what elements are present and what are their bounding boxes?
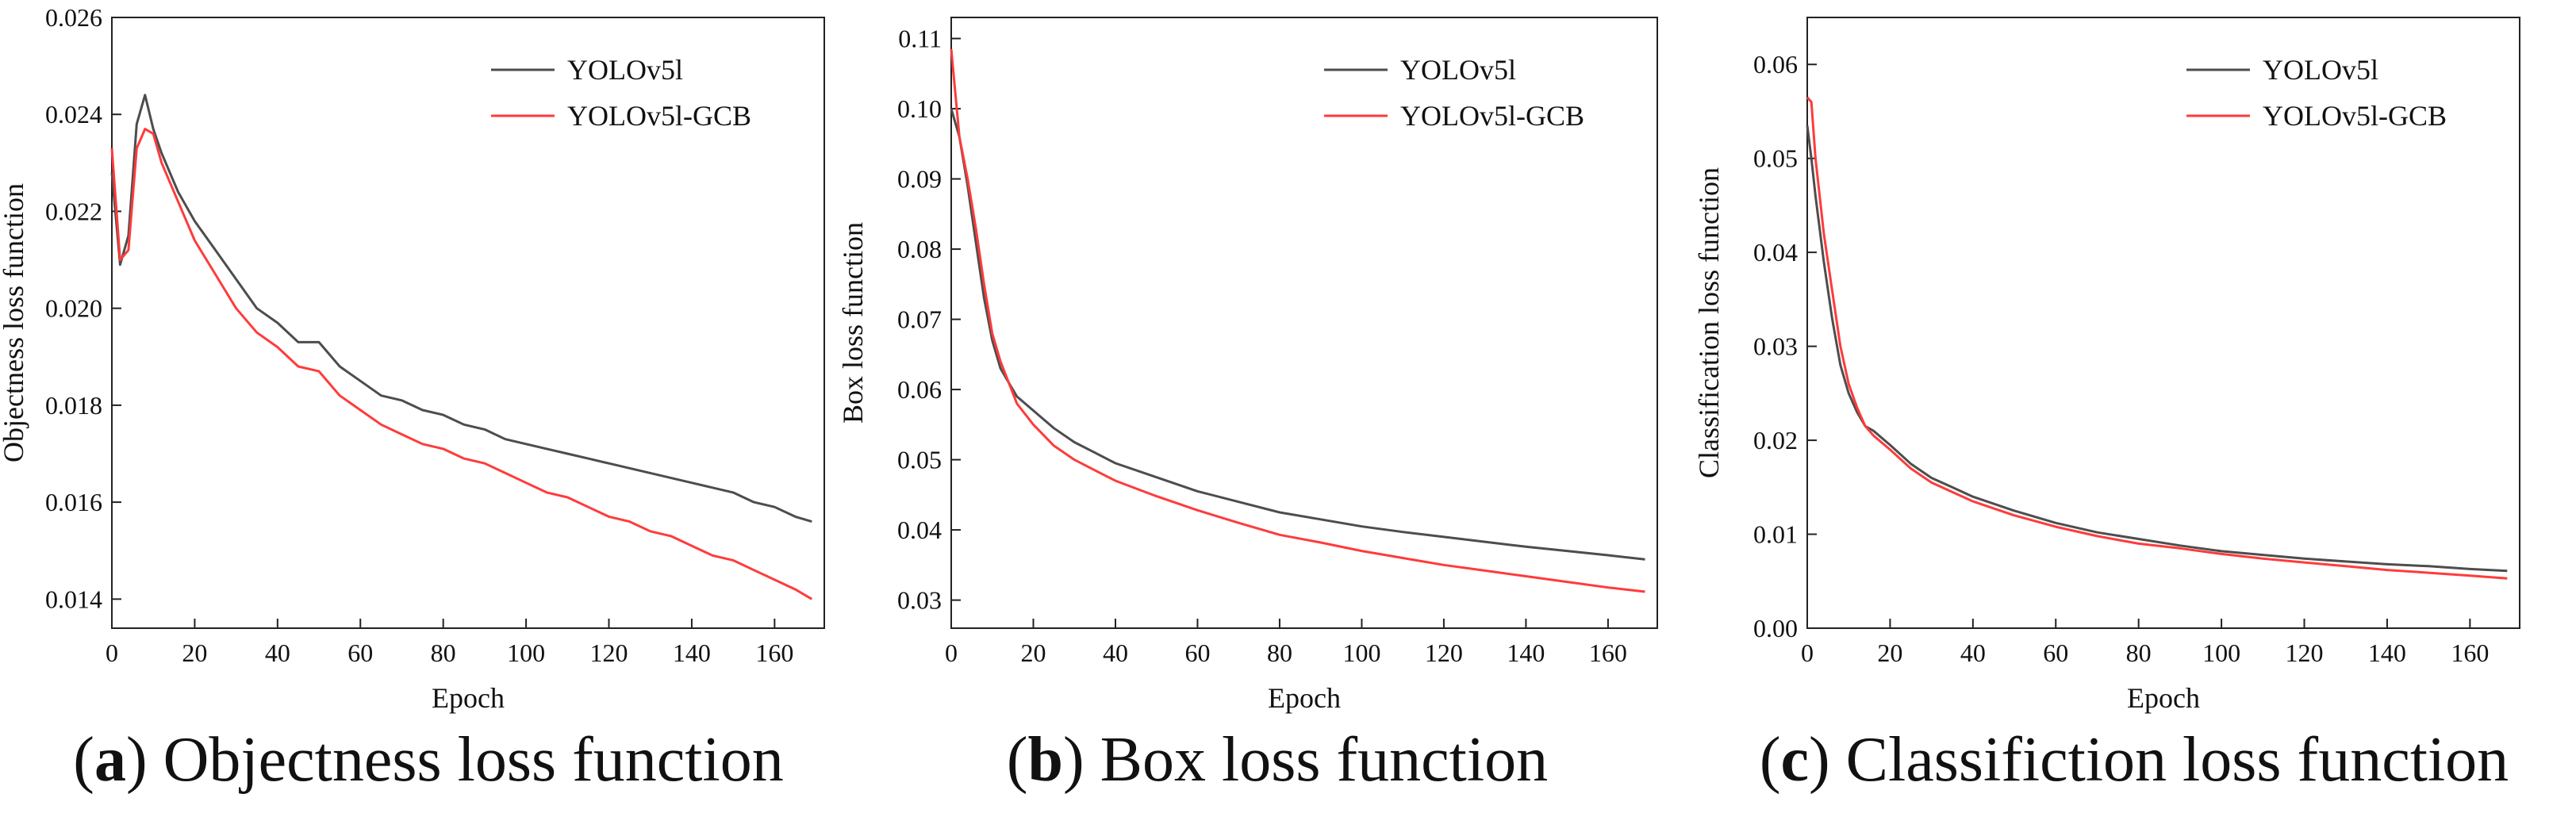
x-tick-label: 100: [507, 639, 545, 667]
y-tick-label: 0.05: [1753, 144, 1798, 173]
y-tick-label: 0.10: [897, 94, 942, 123]
x-tick-label: 140: [2368, 639, 2406, 667]
x-tick-label: 160: [1589, 639, 1627, 667]
x-tick-label: 20: [182, 639, 207, 667]
x-tick-label: 0: [945, 639, 958, 667]
x-tick-label: 20: [1020, 639, 1046, 667]
y-tick-label: 0.08: [897, 235, 942, 263]
y-tick-label: 0.05: [897, 446, 942, 474]
y-tick-label: 0.014: [45, 585, 102, 613]
x-tick-label: 160: [755, 639, 793, 667]
plot-frame: [1806, 17, 2520, 629]
y-tick-label: 0.01: [1753, 520, 1798, 549]
caption-c-text: Classifiction loss function: [1829, 725, 2509, 795]
y-tick-label: 0.03: [1753, 332, 1798, 361]
caption-a-text: Objectness loss function: [147, 725, 784, 795]
chart-b-box-loss: 0 20 40 60 80 100 120 140 160 0.03 0.04 0.05 0.06 0.0…: [837, 17, 1658, 714]
x-tick-label: 140: [673, 639, 711, 667]
x-tick-label: 100: [2202, 639, 2240, 667]
y-tick-label: 0.02: [1753, 426, 1798, 454]
y-tick-label: 0.00: [1753, 614, 1798, 642]
legend-label: YOLOv5l: [2263, 54, 2378, 86]
x-tick-label: 60: [1184, 639, 1210, 667]
caption-b: (b) Box loss function: [1006, 725, 1549, 795]
y-tick-label: 0.06: [897, 375, 942, 404]
chart-c-classification-loss: 0 20 40 60 80 100 120 140 160 0.00 0.01 0.02 0.03 0.0…: [1693, 17, 2520, 714]
x-tick-label: 100: [1342, 639, 1380, 667]
x-tick-label: 60: [2043, 639, 2068, 667]
x-tick-label: 40: [1960, 639, 1986, 667]
caption-b-letter: b: [1027, 725, 1064, 795]
caption-a: (a) Objectness loss function: [73, 725, 784, 795]
x-tick-label: 40: [265, 639, 290, 667]
y-axis-label: Box loss function: [837, 222, 869, 424]
y-axis-label: Classification loss function: [1693, 167, 1725, 478]
caption-c-letter: c: [1780, 725, 1809, 795]
x-tick-label: 140: [1507, 639, 1545, 667]
y-tick-label: 0.04: [897, 516, 942, 544]
y-tick-label: 0.024: [45, 100, 102, 128]
y-tick-label: 0.06: [1753, 50, 1798, 79]
x-tick-label: 60: [347, 639, 373, 667]
y-tick-label: 0.03: [897, 586, 942, 615]
series-line-yolov5l-gcb: [1806, 96, 2508, 580]
series-line-yolov5l-gcb: [110, 128, 813, 600]
series-line-yolov5l: [110, 94, 812, 523]
chart-a-objectness-loss: 0 20 40 60 80 100 120 140 160 0.014 0.016 0.018 0.02…: [0, 3, 825, 714]
series-line-yolov5l: [950, 108, 1645, 561]
x-tick-label: 80: [431, 639, 456, 667]
y-tick-label: 0.016: [45, 488, 102, 516]
y-tick-label: 0.020: [45, 294, 102, 323]
legend-label: YOLOv5l-GCB: [567, 100, 751, 132]
x-tick-label: 0: [106, 639, 118, 667]
plot-frame: [950, 17, 1658, 629]
caption-a-letter: a: [94, 725, 126, 795]
y-axis-label: Objectness loss function: [0, 183, 29, 462]
x-tick-label: 160: [2451, 639, 2489, 667]
x-tick-label: 20: [1877, 639, 1902, 667]
x-tick-label: 120: [2286, 639, 2324, 667]
y-tick-label: 0.022: [45, 197, 102, 225]
legend-label: YOLOv5l: [1400, 54, 1516, 86]
x-tick-label: 80: [1267, 639, 1292, 667]
caption-b-text: Box loss function: [1084, 725, 1549, 795]
y-tick-label: 0.07: [897, 305, 942, 334]
series-line-yolov5l: [1806, 125, 2508, 573]
caption-c: (c) Classifiction loss function: [1759, 725, 2509, 795]
x-axis-label: Epoch: [2127, 682, 2200, 714]
plot-frame: [111, 17, 825, 629]
x-tick-label: 120: [590, 639, 628, 667]
x-tick-label: 80: [2126, 639, 2152, 667]
y-tick-label: 0.04: [1753, 238, 1798, 267]
x-tick-label: 120: [1425, 639, 1463, 667]
x-axis-label: Epoch: [1268, 682, 1341, 714]
y-tick-label: 0.026: [45, 3, 102, 32]
y-tick-label: 0.018: [45, 391, 102, 420]
legend-label: YOLOv5l-GCB: [2263, 100, 2447, 132]
x-tick-label: 0: [1801, 639, 1814, 667]
x-axis-label: Epoch: [432, 682, 505, 714]
y-tick-label: 0.11: [898, 25, 942, 53]
legend-label: YOLOv5l: [567, 54, 683, 86]
series-line-yolov5l-gcb: [950, 48, 1645, 593]
legend-label: YOLOv5l-GCB: [1400, 100, 1584, 132]
y-tick-label: 0.09: [897, 165, 942, 194]
x-tick-label: 40: [1103, 639, 1128, 667]
